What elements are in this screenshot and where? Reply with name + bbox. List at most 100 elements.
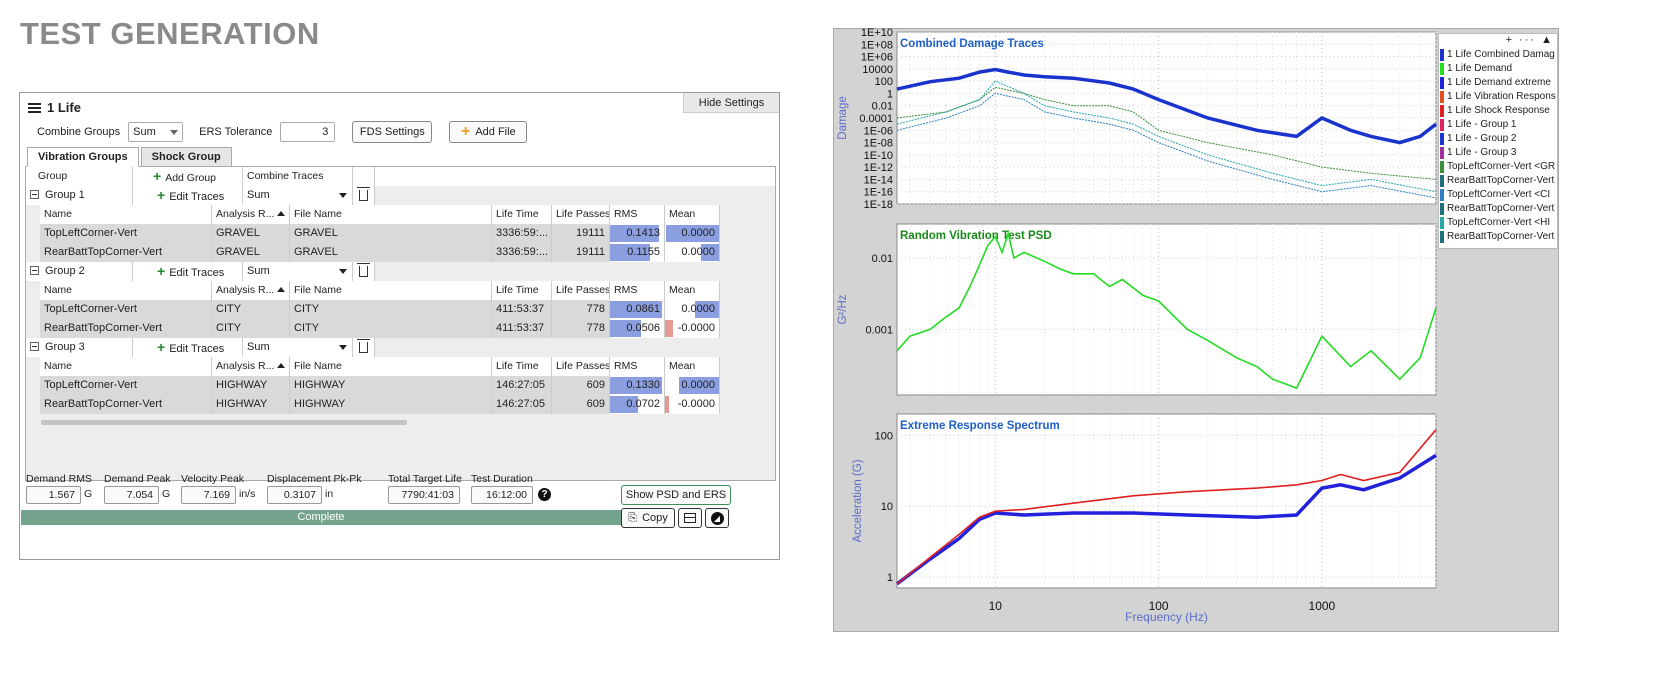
col-header-life_passes[interactable]: Life Passes (552, 205, 610, 224)
group-col-header: Group (26, 167, 133, 186)
col-header-rms[interactable]: RMS (610, 281, 665, 300)
rms-cell: 0.0702 (610, 395, 665, 414)
collapse-icon[interactable] (30, 342, 39, 351)
col-header-life_time[interactable]: Life Time (492, 357, 552, 376)
legend-item[interactable]: RearBattTopCorner-Vert (1439, 230, 1557, 244)
group-row[interactable]: Group 2 + Edit Traces Sum (26, 262, 775, 281)
col-header-name[interactable]: Name (40, 281, 212, 300)
layout-button[interactable] (678, 508, 702, 528)
panel-title: 1 Life (47, 100, 81, 115)
col-header-label: Life Passes (556, 284, 610, 296)
legend-swatch (1440, 147, 1444, 159)
legend-item[interactable]: 1 Life Shock Response (1439, 104, 1557, 118)
menu-icon[interactable] (28, 102, 41, 113)
col-header-analysis[interactable]: Analysis R... (212, 281, 290, 300)
group-row[interactable]: Group 1 + Edit Traces Sum (26, 186, 775, 205)
ers-tolerance-input[interactable]: 3 (280, 122, 336, 142)
delete-group-button[interactable] (353, 186, 375, 205)
legend-item[interactable]: RearBattTopCorner-Vert (1439, 202, 1557, 216)
hide-settings-button[interactable]: Hide Settings (683, 93, 779, 113)
tab-shock-group[interactable]: Shock Group (140, 147, 232, 167)
col-header-life_time[interactable]: Life Time (492, 205, 552, 224)
mean-cell: 0.0000 (665, 224, 720, 243)
x-tick-label: 1000 (1309, 599, 1336, 613)
col-header-name[interactable]: Name (40, 357, 212, 376)
collapse-icon[interactable] (30, 266, 39, 275)
col-header-life_passes[interactable]: Life Passes (552, 281, 610, 300)
legend-item[interactable]: TopLeftCorner-Vert <GR (1439, 160, 1557, 174)
add-file-button[interactable]: + Add File (449, 121, 528, 143)
y-tick-label: 1E-12 (864, 162, 893, 174)
col-header-mean[interactable]: Mean (665, 205, 720, 224)
combine-traces-select[interactable]: Sum (243, 262, 353, 281)
help-icon[interactable]: ? (538, 488, 551, 501)
rms-cell: 0.1155 (610, 243, 665, 262)
combine-traces-value: Sum (247, 341, 270, 353)
compass-button[interactable]: ◢ (705, 508, 729, 528)
col-header-life_passes[interactable]: Life Passes (552, 357, 610, 376)
table-row[interactable]: RearBattTopCorner-Vert CITY CITY 411:53:37 7… (40, 319, 720, 338)
table-row[interactable]: RearBattTopCorner-Vert GRAVEL GRAVEL 3336:5… (40, 243, 720, 262)
table-row[interactable]: TopLeftCorner-Vert GRAVEL GRAVEL 3336:59:..… (40, 224, 720, 243)
combine-groups-select[interactable]: Sum (128, 122, 184, 142)
legend-item[interactable]: 1 Life Combined Damag (1439, 48, 1557, 62)
col-header-name[interactable]: Name (40, 205, 212, 224)
col-header-rms[interactable]: RMS (610, 205, 665, 224)
legend-item[interactable]: RearBattTopCorner-Vert (1439, 174, 1557, 188)
legend-item[interactable]: TopLeftCorner-Vert <HI (1439, 216, 1557, 230)
add-group-button[interactable]: + Add Group (133, 167, 243, 186)
sort-asc-icon[interactable] (277, 363, 285, 368)
legend-label: TopLeftCorner-Vert <GR (1447, 161, 1556, 172)
legend-item[interactable]: 1 Life Vibration Respons (1439, 90, 1557, 104)
mean-bar (666, 225, 719, 242)
col-header-file[interactable]: File Name (290, 281, 492, 300)
show-psd-ers-button[interactable]: Show PSD and ERS (621, 485, 731, 505)
col-header-analysis[interactable]: Analysis R... (212, 205, 290, 224)
legend-item[interactable]: 1 Life - Group 2 (1439, 132, 1557, 146)
collapse-icon[interactable] (30, 190, 39, 199)
displacement-value: 0.3107 (267, 486, 322, 504)
col-header-rms[interactable]: RMS (610, 357, 665, 376)
col-header-file[interactable]: File Name (290, 357, 492, 376)
combine-traces-select[interactable]: Sum (243, 338, 353, 357)
edit-traces-button[interactable]: + Edit Traces (133, 186, 243, 205)
table-row[interactable]: RearBattTopCorner-Vert HIGHWAY HIGHWAY 146:… (40, 395, 720, 414)
legend-item[interactable]: 1 Life Demand (1439, 62, 1557, 76)
edit-traces-label: Edit Traces (169, 343, 225, 355)
sort-asc-icon[interactable] (277, 211, 285, 216)
demand-peak-value: 7.054 (104, 486, 159, 504)
legend-label: 1 Life Vibration Respons (1447, 91, 1556, 102)
group-name: Group 2 (45, 265, 85, 277)
edit-traces-button[interactable]: + Edit Traces (133, 338, 243, 357)
rms-value: 0.0702 (626, 398, 660, 410)
legend-item[interactable]: 1 Life Demand extreme (1439, 76, 1557, 90)
legend-item[interactable]: 1 Life - Group 1 (1439, 118, 1557, 132)
life-panel: 1 Life Hide Settings Combine Groups Sum … (19, 92, 780, 560)
edit-traces-button[interactable]: + Edit Traces (133, 262, 243, 281)
tab-vibration-groups[interactable]: Vibration Groups (27, 147, 139, 167)
legend-item[interactable]: 1 Life - Group 3 (1439, 146, 1557, 160)
delete-group-button[interactable] (353, 338, 375, 357)
table-row[interactable]: TopLeftCorner-Vert HIGHWAY HIGHWAY 146:27:0… (40, 376, 720, 395)
sort-asc-icon[interactable] (277, 287, 285, 292)
copy-button[interactable]: ⎘ Copy (621, 508, 675, 528)
demand-rms-stat: Demand RMS 1.567 G (26, 473, 92, 504)
trace-column-header: Name Analysis R... File Name Life Time Life … (40, 357, 720, 376)
delete-group-button[interactable] (353, 262, 375, 281)
fds-settings-button[interactable]: FDS Settings (352, 121, 433, 143)
horizontal-scrollbar[interactable] (41, 420, 407, 425)
col-header-file[interactable]: File Name (290, 205, 492, 224)
combine-traces-select[interactable]: Sum (243, 186, 353, 205)
table-row[interactable]: TopLeftCorner-Vert CITY CITY 411:53:37 778 0.… (40, 300, 720, 319)
legend-controls[interactable]: + ··· ▲ (1505, 34, 1554, 46)
series-line (896, 92, 1437, 199)
total-life-stat: Total Target Life 7790:41:03 (388, 473, 462, 504)
col-header-mean[interactable]: Mean (665, 281, 720, 300)
col-header-label: File Name (294, 208, 342, 220)
legend-item[interactable]: TopLeftCorner-Vert <CI (1439, 188, 1557, 202)
col-header-mean[interactable]: Mean (665, 357, 720, 376)
col-header-analysis[interactable]: Analysis R... (212, 357, 290, 376)
col-header-life_time[interactable]: Life Time (492, 281, 552, 300)
y-tick-label: 0.001 (865, 324, 893, 336)
group-row[interactable]: Group 3 + Edit Traces Sum (26, 338, 775, 357)
